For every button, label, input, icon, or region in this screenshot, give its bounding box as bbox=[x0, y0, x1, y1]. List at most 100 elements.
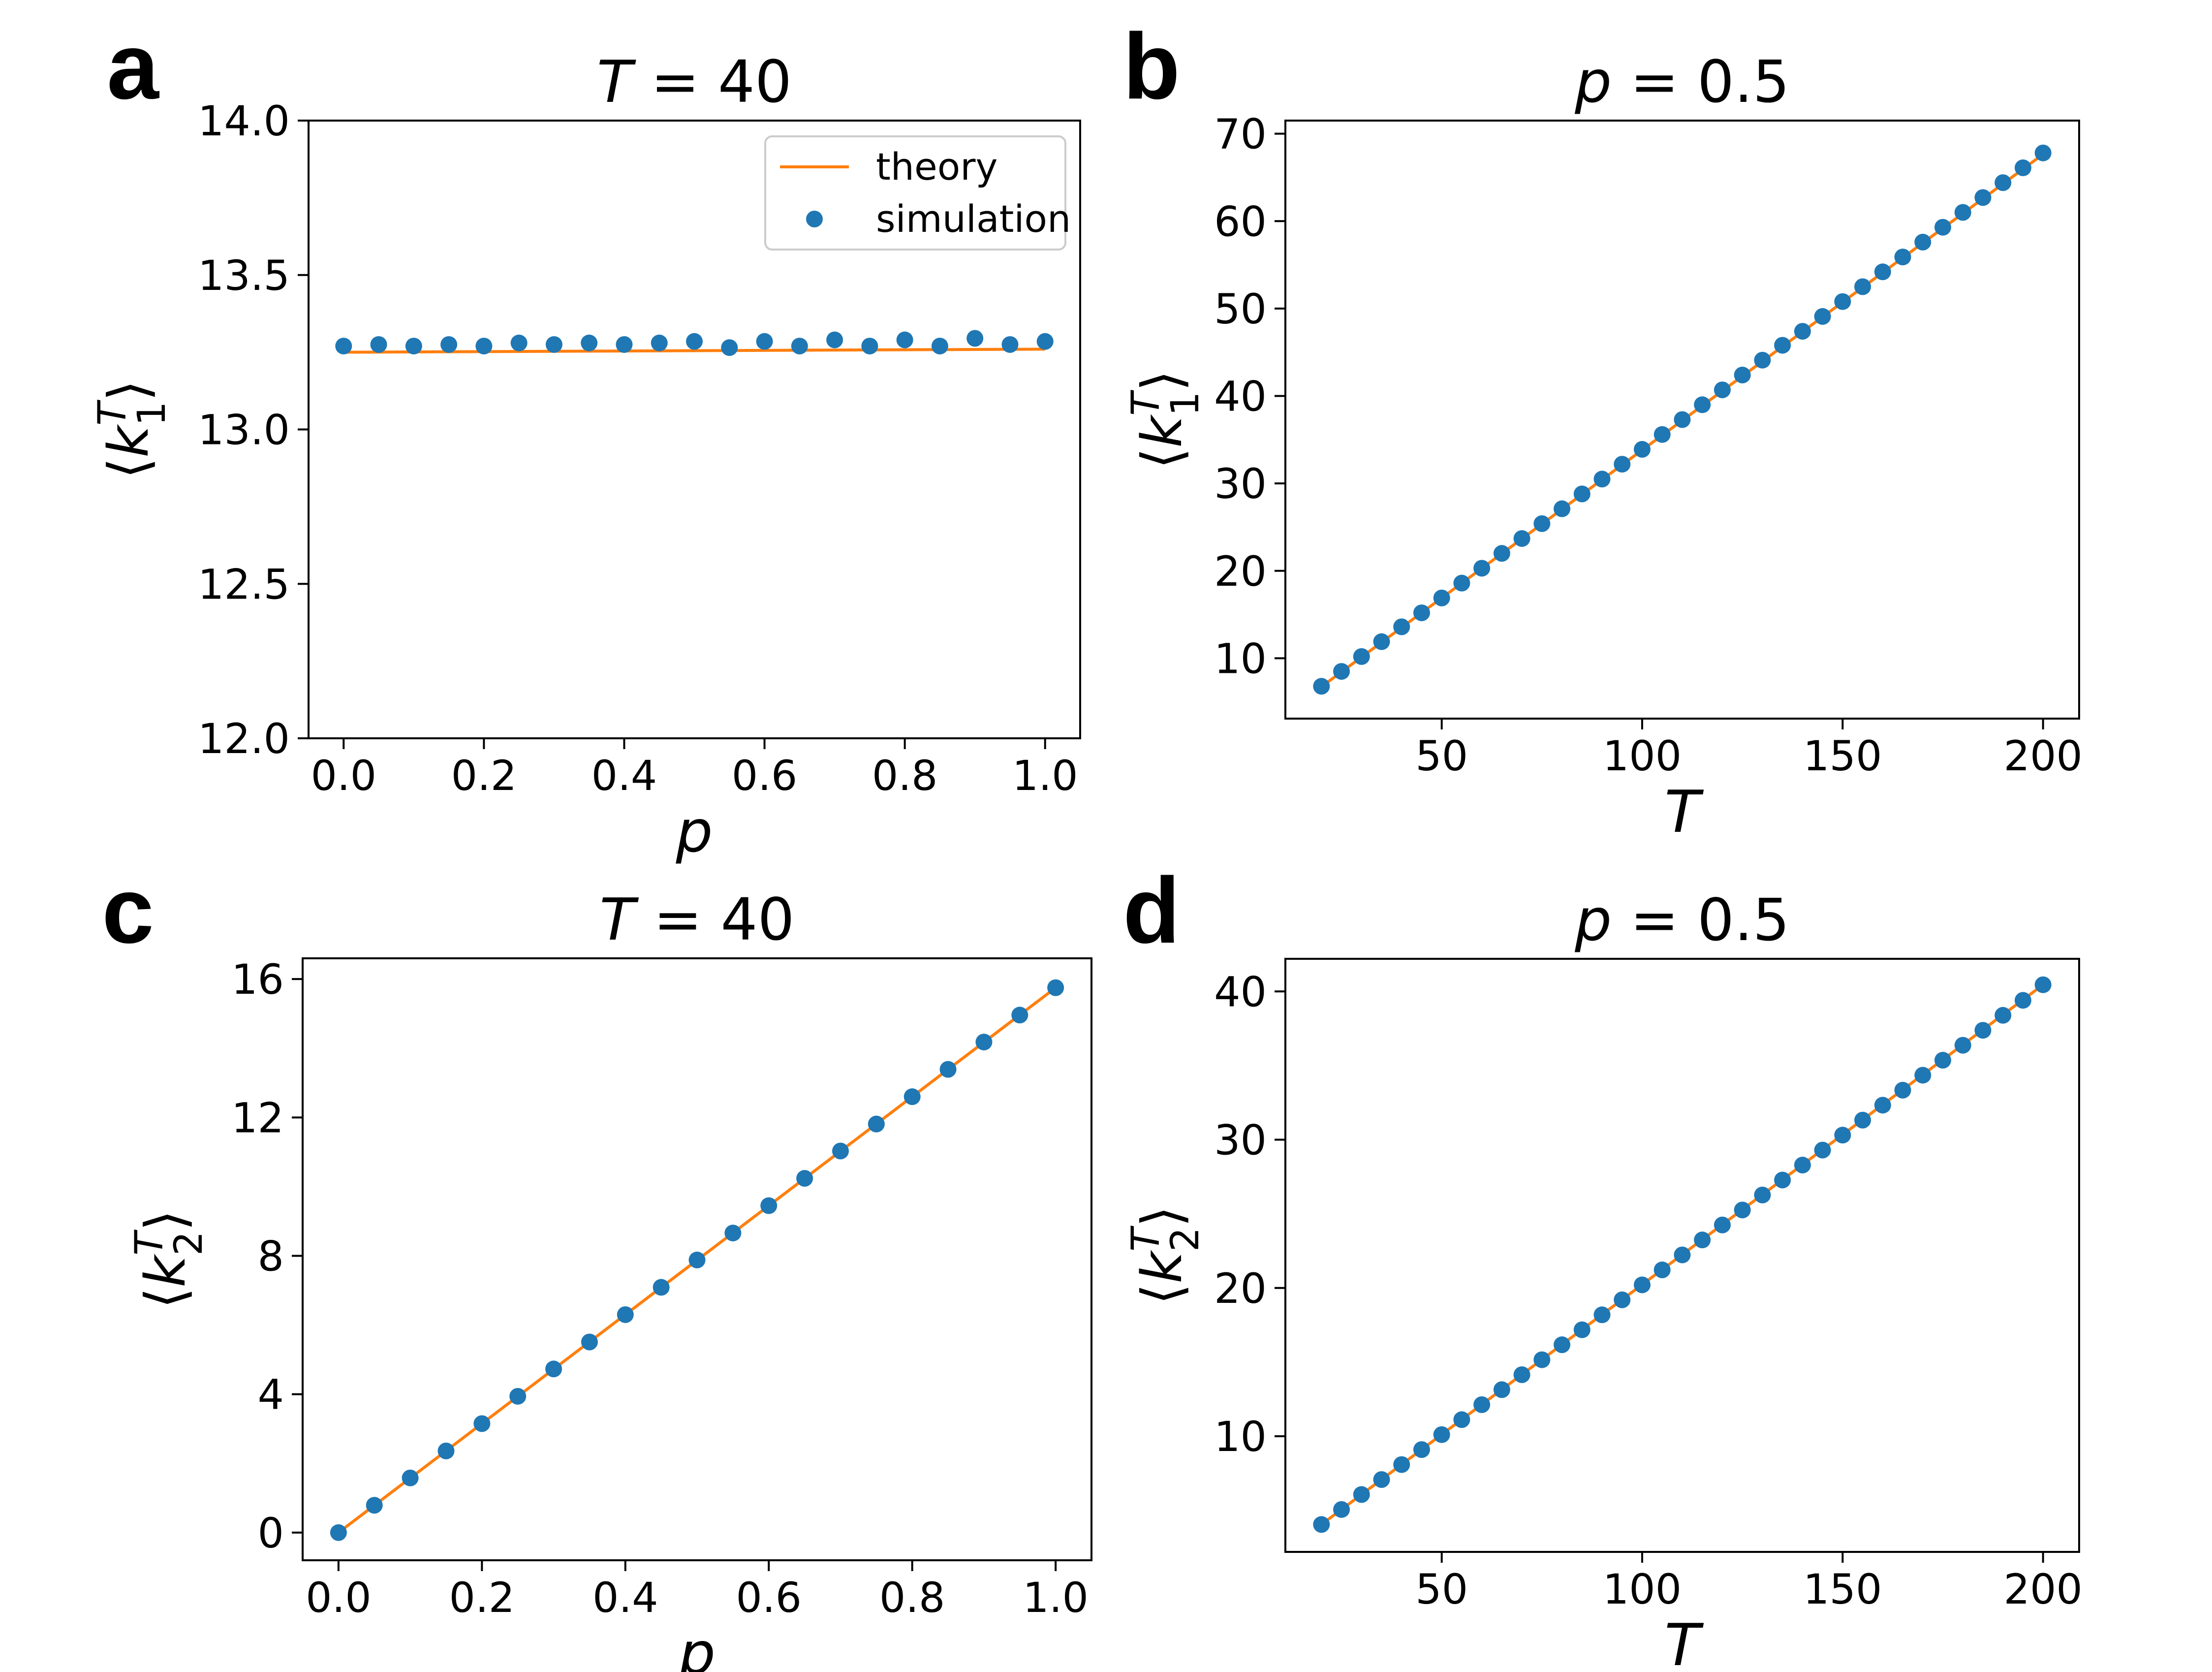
data-point-simulation bbox=[1593, 471, 1611, 488]
data-point-simulation bbox=[2034, 976, 2052, 993]
data-point-simulation bbox=[791, 338, 808, 355]
y-axis-label: ⟨kT1⟩ bbox=[1124, 370, 1208, 470]
data-point-simulation bbox=[1333, 663, 1350, 680]
data-point-simulation bbox=[1694, 1231, 1711, 1249]
data-point-simulation bbox=[1473, 1396, 1491, 1413]
panel-letter: b bbox=[1123, 14, 1180, 119]
data-point-simulation bbox=[1313, 678, 1330, 695]
data-point-simulation bbox=[1674, 1246, 1691, 1263]
y-tick-label: 12.0 bbox=[198, 715, 290, 763]
chart-title: p = 0.5 bbox=[1574, 886, 1789, 954]
data-point-simulation bbox=[1533, 515, 1551, 532]
data-point-simulation bbox=[1573, 1321, 1590, 1338]
y-tick-label: 10 bbox=[1214, 634, 1267, 683]
data-point-simulation bbox=[1754, 1186, 1771, 1203]
data-point-simulation bbox=[1353, 648, 1370, 665]
legend-simulation-swatch bbox=[806, 211, 823, 227]
data-point-simulation bbox=[1333, 1501, 1350, 1518]
y-tick-label: 12.5 bbox=[198, 560, 290, 608]
data-point-simulation bbox=[1774, 337, 1791, 354]
x-tick-label: 100 bbox=[1603, 1565, 1682, 1613]
data-point-simulation bbox=[370, 336, 387, 353]
x-tick-label: 100 bbox=[1603, 732, 1682, 780]
data-point-simulation bbox=[405, 338, 422, 355]
data-point-simulation bbox=[545, 336, 562, 353]
data-point-simulation bbox=[437, 1442, 455, 1459]
data-point-simulation bbox=[1047, 979, 1064, 996]
data-point-simulation bbox=[1373, 633, 1390, 650]
data-point-simulation bbox=[2014, 992, 2031, 1009]
y-tick-label: 30 bbox=[1214, 1116, 1267, 1165]
data-point-simulation bbox=[475, 338, 493, 355]
y-tick-label: 30 bbox=[1214, 460, 1267, 508]
y-tick-label: 40 bbox=[1214, 968, 1267, 1016]
data-point-simulation bbox=[1974, 189, 1992, 206]
x-tick-label: 0.2 bbox=[451, 752, 517, 800]
x-tick-label: 0.0 bbox=[311, 752, 376, 800]
x-tick-label: 1.0 bbox=[1012, 752, 1078, 800]
y-axis-label: ⟨kT1⟩ bbox=[91, 380, 174, 479]
x-tick-label: 0.4 bbox=[592, 752, 657, 800]
axes-frame bbox=[302, 957, 1092, 1561]
data-point-simulation bbox=[1653, 426, 1671, 443]
data-point-simulation bbox=[402, 1469, 419, 1486]
data-point-simulation bbox=[1794, 323, 1811, 340]
data-point-simulation bbox=[1413, 604, 1430, 622]
panel-letter: d bbox=[1123, 858, 1180, 963]
series-line-theory bbox=[343, 347, 1045, 354]
data-point-simulation bbox=[1714, 381, 1731, 399]
data-point-simulation bbox=[975, 1034, 993, 1051]
y-axis-label: ⟨kT2⟩ bbox=[1124, 1206, 1208, 1305]
data-point-simulation bbox=[1834, 1127, 1851, 1144]
data-point-simulation bbox=[1313, 1516, 1330, 1533]
data-point-simulation bbox=[651, 334, 668, 351]
x-tick-label: 0.6 bbox=[736, 1574, 802, 1622]
data-point-simulation bbox=[1453, 1411, 1470, 1428]
data-point-simulation bbox=[1974, 1022, 1992, 1039]
data-point-simulation bbox=[1674, 411, 1691, 428]
data-point-simulation bbox=[616, 336, 633, 353]
data-point-simulation bbox=[1894, 249, 1911, 266]
data-point-simulation bbox=[617, 1306, 634, 1323]
data-point-simulation bbox=[1634, 1276, 1651, 1293]
axes-frame bbox=[1284, 120, 2080, 720]
data-point-simulation bbox=[939, 1061, 957, 1078]
x-tick-label: 200 bbox=[2004, 1565, 2083, 1613]
data-point-simulation bbox=[2014, 159, 2031, 176]
data-point-simulation bbox=[760, 1197, 778, 1214]
data-point-simulation bbox=[581, 334, 598, 351]
data-point-simulation bbox=[1934, 219, 1952, 236]
data-point-simulation bbox=[896, 331, 913, 348]
panel-b: b p = 0.5 50 100 150 200 10 20 30 40 50 60 70 T ⟨kT1⟩ bbox=[1123, 14, 2083, 846]
data-point-simulation bbox=[1994, 1007, 2012, 1024]
data-point-simulation bbox=[1393, 618, 1410, 635]
x-tick-label: 50 bbox=[1415, 1565, 1468, 1613]
chart-title: p = 0.5 bbox=[1574, 48, 1789, 116]
panel-letter: c bbox=[102, 858, 154, 963]
data-point-simulation bbox=[1554, 500, 1571, 517]
panel-d: d p = 0.5 50 100 150 200 10 20 30 40 T ⟨kT2⟩ bbox=[1123, 858, 2083, 1672]
data-point-simulation bbox=[1493, 545, 1510, 562]
y-tick-label: 13.5 bbox=[198, 252, 290, 300]
x-axis-label: T bbox=[1664, 1611, 1704, 1672]
data-point-simulation bbox=[1814, 1141, 1831, 1159]
data-point-simulation bbox=[1734, 366, 1751, 383]
x-tick-label: 0.8 bbox=[879, 1574, 945, 1622]
data-point-simulation bbox=[1653, 1262, 1671, 1279]
panel-c: c T = 40 0.0 0.2 0.4 0.6 0.8 1.0 0 4 8 12 16 p ⟨kT2⟩ bbox=[102, 858, 1092, 1672]
data-point-simulation bbox=[1694, 396, 1711, 413]
axes-frame bbox=[1284, 958, 2080, 1553]
data-point-simulation bbox=[1393, 1456, 1410, 1473]
data-point-simulation bbox=[832, 1142, 849, 1160]
data-point-simulation bbox=[1774, 1171, 1791, 1189]
data-point-simulation bbox=[1493, 1381, 1510, 1398]
data-point-simulation bbox=[1834, 293, 1851, 310]
data-point-simulation bbox=[1036, 333, 1054, 350]
data-point-simulation bbox=[1593, 1306, 1611, 1324]
data-point-simulation bbox=[1854, 1111, 1871, 1129]
data-point-simulation bbox=[581, 1333, 598, 1351]
data-point-simulation bbox=[473, 1415, 491, 1432]
data-point-simulation bbox=[1453, 574, 1470, 592]
data-point-simulation bbox=[721, 339, 738, 356]
x-axis-label: T bbox=[1664, 778, 1704, 846]
